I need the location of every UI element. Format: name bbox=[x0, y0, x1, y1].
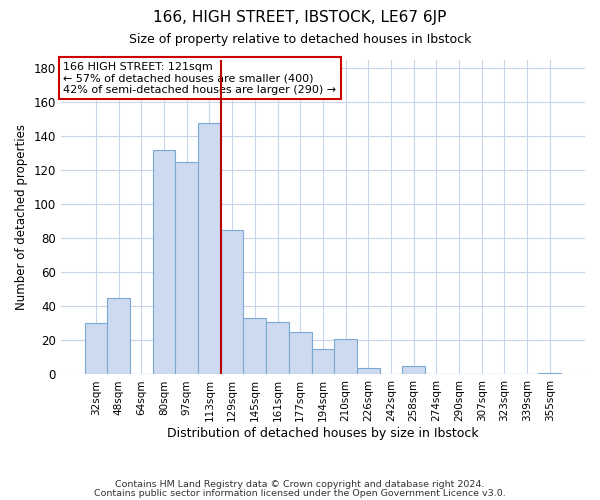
Bar bbox=[311, 349, 334, 374]
Y-axis label: Number of detached properties: Number of detached properties bbox=[15, 124, 28, 310]
Bar bbox=[85, 324, 107, 374]
Bar bbox=[221, 230, 244, 374]
Text: 166, HIGH STREET, IBSTOCK, LE67 6JP: 166, HIGH STREET, IBSTOCK, LE67 6JP bbox=[154, 10, 446, 25]
Bar bbox=[357, 368, 380, 374]
Bar bbox=[538, 373, 561, 374]
Text: Size of property relative to detached houses in Ibstock: Size of property relative to detached ho… bbox=[129, 32, 471, 46]
Bar bbox=[198, 123, 221, 374]
Text: Contains public sector information licensed under the Open Government Licence v3: Contains public sector information licen… bbox=[94, 488, 506, 498]
X-axis label: Distribution of detached houses by size in Ibstock: Distribution of detached houses by size … bbox=[167, 427, 479, 440]
Bar bbox=[334, 339, 357, 374]
Bar bbox=[244, 318, 266, 374]
Text: 166 HIGH STREET: 121sqm
← 57% of detached houses are smaller (400)
42% of semi-d: 166 HIGH STREET: 121sqm ← 57% of detache… bbox=[64, 62, 337, 95]
Bar bbox=[289, 332, 311, 374]
Text: Contains HM Land Registry data © Crown copyright and database right 2024.: Contains HM Land Registry data © Crown c… bbox=[115, 480, 485, 489]
Bar bbox=[403, 366, 425, 374]
Bar bbox=[107, 298, 130, 374]
Bar bbox=[152, 150, 175, 374]
Bar bbox=[175, 162, 198, 374]
Bar bbox=[266, 322, 289, 374]
